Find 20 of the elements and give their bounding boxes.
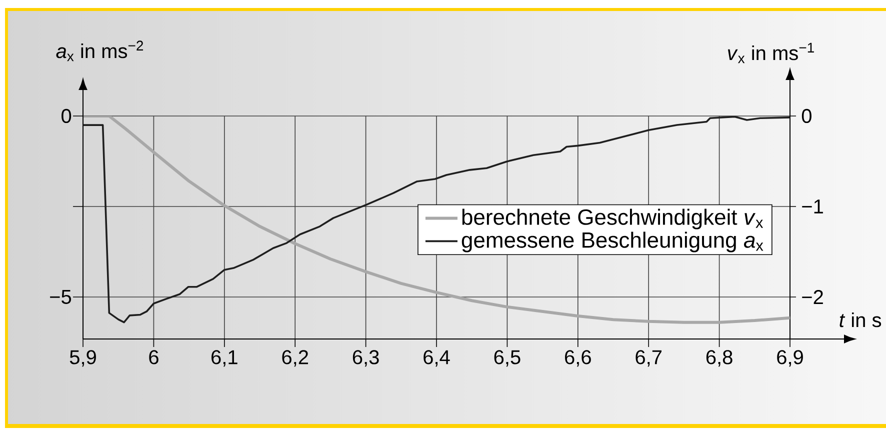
y2-tick-label: −1 — [802, 200, 823, 214]
legend-label: gemessene Beschleunigung a$_{x}$ — [462, 232, 764, 252]
x-tick-label: 6,7 — [636, 350, 662, 367]
x-tick-label: 6,8 — [706, 350, 732, 367]
legend-label: berechnete Geschwindigkeit v$_{x}$ — [462, 208, 764, 230]
x-tick-label: 6,1 — [212, 350, 238, 367]
y2-axis-title: v$_{x}$ in ms$^{−1}$ — [728, 42, 814, 64]
x-tick-label: 5,9 — [70, 350, 96, 367]
x-tick-label: 6,5 — [494, 350, 520, 367]
x-tick-label: 6,3 — [352, 350, 379, 367]
x-tick-label: 6,4 — [424, 350, 450, 367]
x-tick-label: 6,9 — [777, 350, 803, 367]
y2-tick-label: −2 — [802, 290, 823, 304]
y-axis-title: a$_{x}$ in ms$^{−2}$ — [56, 40, 144, 62]
x-tick-label: 6,2 — [282, 350, 308, 367]
x-tick-label: 6,6 — [565, 350, 591, 367]
y2-tick-label: 0 — [802, 108, 812, 124]
x-tick-label: 6 — [149, 350, 158, 364]
y-tick-label: −5 — [50, 290, 72, 304]
x-axis-title: t in s — [840, 312, 882, 328]
